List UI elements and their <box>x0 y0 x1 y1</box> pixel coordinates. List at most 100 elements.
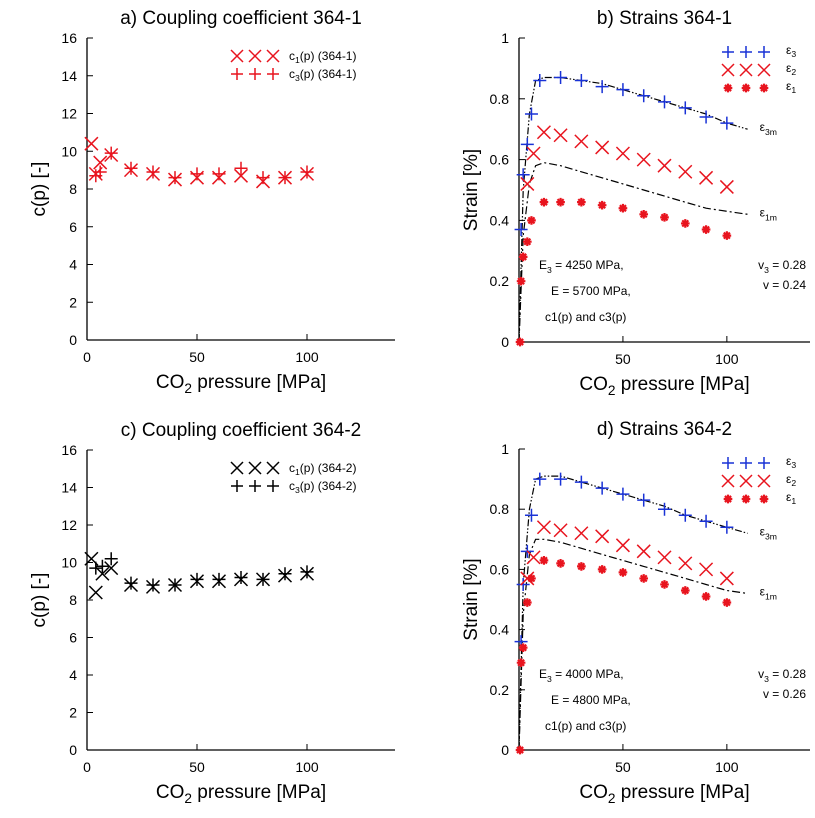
legend-entry-rest: (p) (364-1) <box>300 49 357 63</box>
data-point <box>660 213 669 222</box>
data-point <box>639 210 649 219</box>
legend-entry-sub: 2 <box>791 478 796 488</box>
data-point <box>719 179 734 194</box>
data-point <box>234 161 248 175</box>
x-axis-label-sub: 2 <box>184 381 192 396</box>
y-tick-label: 0.8 <box>490 501 510 517</box>
e3-annotation-rest: = 4000 MPa, <box>552 667 624 681</box>
legend-entry-rest: (p) (364-2) <box>300 479 357 493</box>
legend-entry-main: c <box>289 67 295 81</box>
legend-entry: c3(p) (364-2) <box>289 479 356 495</box>
legend-marker <box>758 46 770 58</box>
legend-entry-sub: 1 <box>791 496 796 506</box>
v3-annotation-sub: 3 <box>764 265 769 275</box>
data-point <box>616 83 630 97</box>
legend-marker <box>248 49 262 63</box>
data-point <box>520 137 534 151</box>
series-2 <box>515 556 732 755</box>
y-tick-label: 10 <box>61 143 77 159</box>
x-tick-label: 100 <box>295 759 319 775</box>
v3-annotation-main: v <box>758 667 764 681</box>
legend-marker <box>266 461 280 475</box>
x-tick-label: 100 <box>715 759 739 775</box>
data-point <box>146 578 160 592</box>
data-point <box>516 276 526 286</box>
data-point <box>212 167 226 181</box>
model-line-label-sub: 1m <box>765 591 777 601</box>
data-point <box>699 170 714 185</box>
data-point <box>657 550 672 565</box>
series-1 <box>89 552 314 592</box>
data-point <box>95 559 109 573</box>
legend-entry-rest: (p) (364-1) <box>300 67 357 81</box>
data-point <box>574 475 588 489</box>
x-axis-label: CO2 pressure [MPa] <box>579 782 749 806</box>
y-tick-label: 10 <box>61 555 77 571</box>
legend-entry-sub: 3 <box>791 460 796 470</box>
legend-marker <box>230 49 244 63</box>
data-point <box>636 544 651 559</box>
data-point <box>680 586 690 595</box>
data-point <box>636 152 651 167</box>
data-point <box>256 171 270 185</box>
legend-entry-sub: 1 <box>791 85 796 95</box>
x-axis-label-rest: pressure [MPa] <box>616 782 750 803</box>
y-tick-label: 16 <box>61 442 77 458</box>
model-line-label: ε3m <box>760 120 777 137</box>
data-point <box>233 168 249 183</box>
data-point <box>190 572 204 586</box>
v3-annotation: v3 = 0.28 <box>758 258 806 275</box>
legend-marker <box>267 480 279 492</box>
e3-annotation-sub: 3 <box>547 674 552 684</box>
data-point <box>556 197 565 207</box>
legend-entry-sub: 1 <box>295 55 300 65</box>
data-point <box>618 568 628 577</box>
data-point <box>658 502 671 516</box>
x-tick-label: 0 <box>83 759 91 775</box>
x-tick-label: 100 <box>295 349 319 365</box>
legend-marker <box>759 83 769 93</box>
y-tick-label: 0 <box>501 334 509 350</box>
data-point <box>597 200 607 210</box>
model-line-label: ε1m <box>760 584 777 601</box>
model-line-label-main: ε <box>760 524 766 538</box>
legend-entry: ε2 <box>786 472 796 488</box>
y-tick-label: 0.6 <box>490 561 510 577</box>
legend-entry-rest: (p) (364-2) <box>300 461 357 475</box>
data-point <box>556 559 565 568</box>
legend-entry: c3(p) (364-1) <box>289 67 356 83</box>
v3-annotation-main: v <box>758 258 764 272</box>
data-point <box>615 538 630 553</box>
x-axis-label-main: CO <box>579 782 608 803</box>
legend-marker <box>230 461 244 475</box>
data-point <box>84 136 99 151</box>
data-point <box>539 197 549 207</box>
legend-marker <box>759 494 769 504</box>
data-point <box>637 89 651 103</box>
data-point <box>595 529 610 544</box>
model-line-label: ε1m <box>760 205 777 222</box>
legend-entry-main: ε <box>786 454 792 468</box>
model-line-label-sub: 1m <box>765 212 777 222</box>
data-point <box>256 572 270 586</box>
legend-entry-main: c <box>289 479 295 493</box>
y-tick-label: 6 <box>69 219 77 235</box>
y-tick-label: 4 <box>69 257 77 273</box>
data-point <box>595 80 609 94</box>
x-axis-label-sub: 2 <box>184 791 192 806</box>
data-point <box>515 337 525 347</box>
data-point <box>533 74 547 88</box>
data-point <box>278 171 292 185</box>
y-tick-label: 0.8 <box>490 91 510 107</box>
data-point <box>168 578 182 592</box>
data-point <box>678 101 692 115</box>
data-point <box>699 514 713 528</box>
legend-entry-main: ε <box>786 43 792 57</box>
data-point <box>524 107 538 121</box>
x-axis-label: CO2 pressure [MPa] <box>579 374 749 398</box>
e3-annotation: E3 = 4250 MPa, <box>539 258 624 275</box>
data-point <box>597 565 607 574</box>
data-point <box>574 74 588 88</box>
y-tick-label: 2 <box>69 705 77 721</box>
legend-entry-main: ε <box>786 79 792 93</box>
